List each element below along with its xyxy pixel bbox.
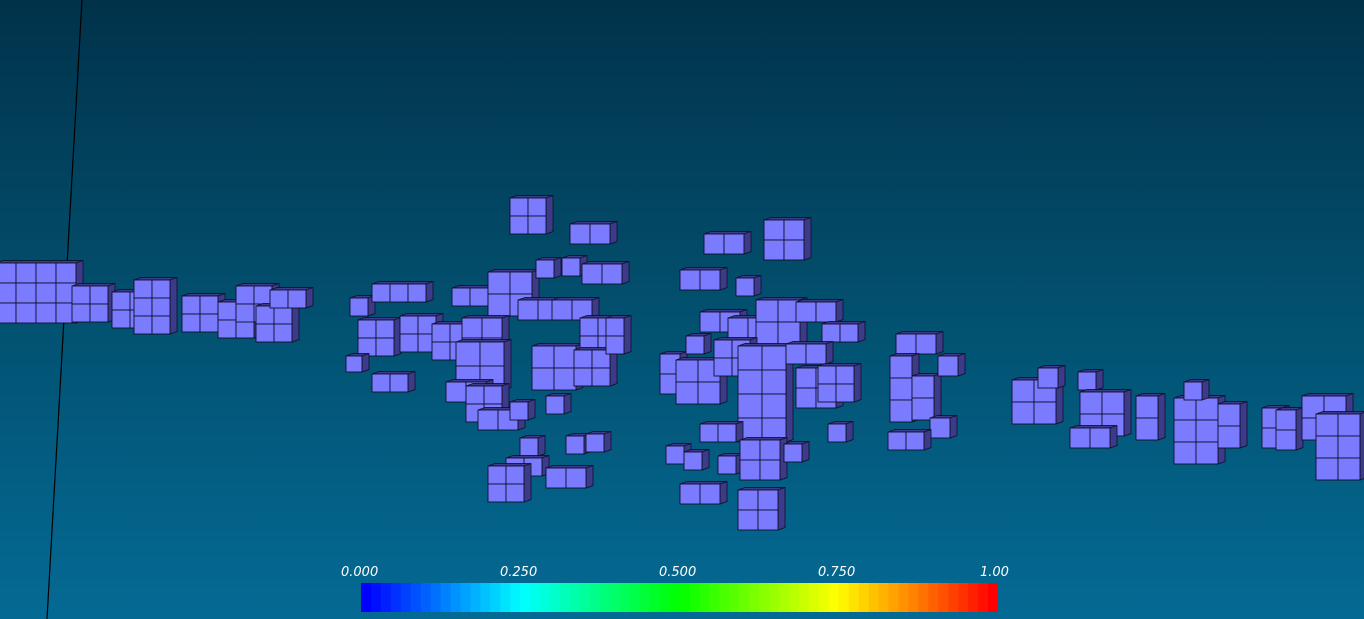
colorbar-tick-label: 0.000 [341, 565, 379, 580]
colorbar-tick-label: 0.500 [659, 565, 697, 580]
colorbar-tick-label: 0.250 [500, 565, 538, 580]
voxel-mesh [0, 194, 1364, 531]
colorbar-tick-label: 1.00 [980, 565, 1009, 580]
colorbar-tick-label: 0.750 [818, 565, 856, 580]
scalar-colorbar [361, 583, 998, 612]
